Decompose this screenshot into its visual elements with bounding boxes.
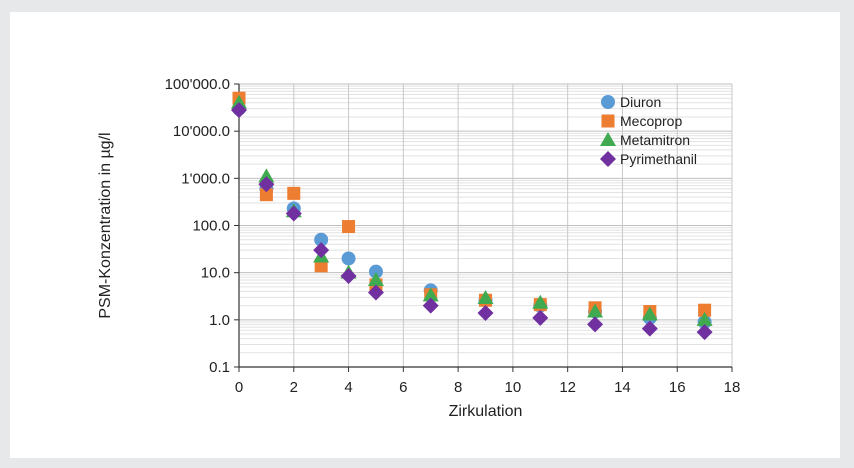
mecoprop-point (259, 188, 273, 202)
y-axis-label: PSM-Konzentration in µg/l (97, 132, 114, 318)
legend-label: Pyrimethanil (620, 151, 697, 167)
mecoprop-point (342, 220, 356, 234)
pyrimethanil-point (367, 284, 384, 301)
scatter-chart: 0.1 1.0 10.0 100.0 1'000.0 10'000.0 100'000.0 0… (97, 76, 741, 420)
mecoprop-point (698, 303, 712, 317)
pyrimethanil-point (477, 304, 494, 321)
x-axis-label: Zirkulation (449, 403, 523, 420)
legend-label: Diuron (620, 94, 661, 110)
metamitron-point (422, 287, 439, 302)
diuron-point (368, 264, 383, 279)
pyrimethanil-point (587, 316, 604, 333)
metamitron-point (367, 271, 384, 286)
axes: 0.1 1.0 10.0 100.0 1'000.0 10'000.0 100'000.0 0… (165, 76, 741, 396)
mecoprop-point (314, 259, 328, 273)
x-tick-label: 0 (235, 379, 243, 396)
legend-label: Metamitron (620, 132, 690, 148)
diuron-point (314, 232, 329, 247)
x-tick-label: 10 (505, 379, 522, 396)
legend: Diuron Mecoprop Metamitron Pyrimethanil (600, 94, 697, 167)
legend-marker-pyrimethanil (600, 151, 616, 167)
mecoprop-point (287, 186, 301, 200)
y-tick-label: 0.1 (209, 359, 230, 376)
y-tick-label: 10.0 (201, 265, 230, 282)
legend-marker-metamitron (600, 132, 616, 146)
data-points (231, 91, 713, 341)
grid (238, 83, 733, 368)
legend-label: Mecoprop (620, 113, 682, 129)
pyrimethanil-point (231, 102, 247, 119)
pyrimethanil-point (313, 242, 330, 259)
metamitron-point (587, 303, 604, 318)
metamitron-point (696, 311, 713, 326)
metamitron-point (258, 168, 275, 183)
legend-marker-diuron (601, 95, 615, 109)
pyrimethanil-point (641, 320, 658, 337)
x-tick-label: 6 (399, 379, 407, 396)
chart-panel: 0.1 1.0 10.0 100.0 1'000.0 10'000.0 100'000.0 0… (10, 12, 840, 458)
pyrimethanil-point (696, 324, 713, 341)
y-tick-label: 100'000.0 (165, 76, 230, 93)
metamitron-point (231, 94, 247, 109)
pyrimethanil-point (340, 267, 357, 284)
pyrimethanil-point (422, 297, 439, 314)
pyrimethanil-point (532, 309, 549, 326)
metamitron-point (532, 294, 549, 309)
y-tick-label: 1'000.0 (181, 170, 230, 187)
legend-marker-mecoprop (601, 114, 615, 128)
pyrimethanil-point (285, 205, 302, 222)
metamitron-point (477, 290, 494, 305)
x-tick-label: 2 (290, 379, 298, 396)
x-tick-label: 14 (614, 379, 631, 396)
y-tick-label: 1.0 (209, 312, 230, 329)
pyrimethanil-point (258, 176, 275, 193)
x-tick-label: 16 (669, 379, 686, 396)
x-tick-label: 12 (559, 379, 576, 396)
x-tick-label: 8 (454, 379, 462, 396)
y-tick-label: 10'000.0 (173, 123, 230, 140)
x-tick-label: 18 (724, 379, 741, 396)
x-tick-label: 4 (344, 379, 352, 396)
metamitron-point (641, 306, 658, 321)
y-tick-label: 100.0 (192, 218, 230, 235)
diuron-point (341, 251, 356, 266)
